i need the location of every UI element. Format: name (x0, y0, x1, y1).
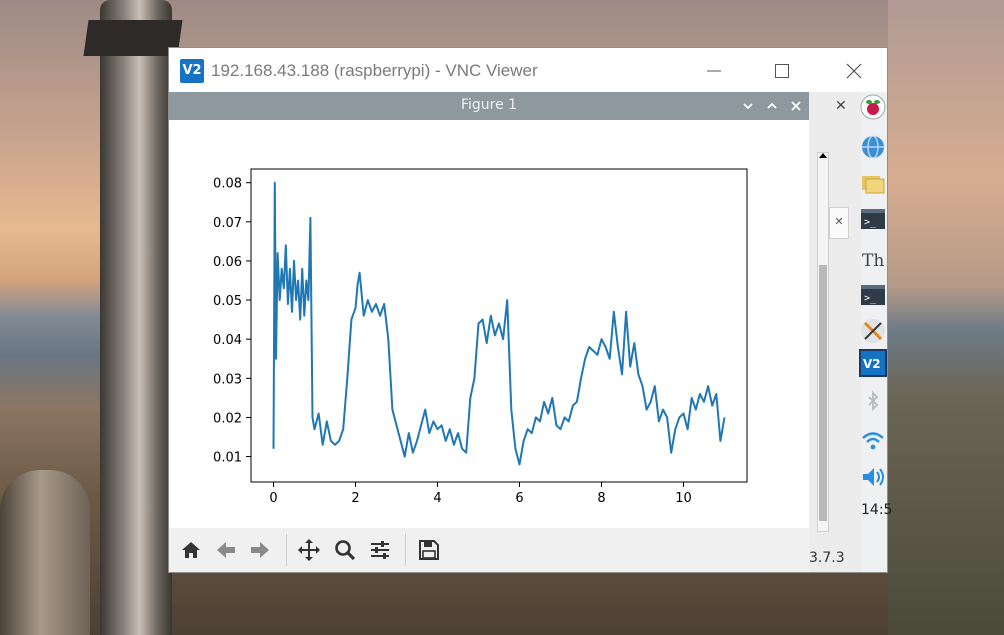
wifi-icon[interactable] (858, 426, 888, 456)
figure-title: Figure 1 (460, 97, 518, 113)
svg-text:Th: Th (862, 251, 884, 271)
x-tick-label: 2 (351, 491, 359, 506)
terminal-icon[interactable]: >_ (858, 204, 888, 234)
back-arrow-icon (217, 542, 235, 558)
vnc-viewer-window: V2 192.168.43.188 (raspberrypi) - VNC Vi… (168, 47, 892, 573)
bluetooth-icon[interactable] (858, 388, 888, 418)
scroll-up-icon[interactable] (818, 151, 828, 159)
figure-titlebar[interactable]: Figure 1 (169, 92, 809, 120)
toolbar-separator (405, 534, 406, 566)
svg-text:>_: >_ (864, 293, 877, 304)
matplotlib-figure-window: Figure 1 0 2 4 6 8 10 0.01 0.02 0.03 0.04 0.05 0.06… (169, 92, 809, 572)
home-icon (182, 542, 200, 558)
forward-button[interactable] (246, 536, 274, 564)
pan-icon (298, 539, 320, 561)
file-manager-icon[interactable] (858, 168, 888, 198)
background-tank (0, 470, 90, 635)
y-tick-label: 0.03 (213, 372, 242, 387)
volume-icon[interactable] (858, 462, 888, 492)
chevron-up-icon (767, 102, 777, 109)
y-tick-label: 0.01 (213, 451, 242, 466)
vertical-scrollbar[interactable] (817, 152, 829, 532)
clock-text: 14:5 (861, 502, 893, 518)
remote-right-strip: ✕ ✕ 3.7.3 >_ (809, 92, 892, 572)
figure-maximize-button[interactable] (763, 97, 781, 115)
y-tick-label: 0.02 (213, 411, 242, 426)
background-tower (100, 0, 172, 635)
terminal-icon[interactable]: >_ (858, 280, 888, 310)
maximize-button[interactable] (759, 56, 805, 86)
x-tick-label: 4 (433, 491, 441, 506)
save-button[interactable] (415, 536, 443, 564)
figure-close-button[interactable] (787, 97, 805, 115)
scrollbar-thumb[interactable] (819, 265, 827, 521)
thonny-icon[interactable]: Th (858, 244, 888, 274)
series-line (272, 181, 726, 466)
vnc-icon[interactable]: V2 (858, 348, 888, 378)
back-button[interactable] (212, 536, 240, 564)
figure-minimize-button[interactable] (739, 97, 757, 115)
x-tick-label: 0 (269, 491, 277, 506)
x-tick-label: 6 (515, 491, 523, 506)
vnc-logo-icon: V2 (180, 59, 204, 83)
zoom-icon (335, 540, 356, 561)
close-icon (791, 101, 801, 111)
zoom-button[interactable] (331, 536, 359, 564)
vnc-titlebar[interactable]: V2 192.168.43.188 (raspberrypi) - VNC Vi… (169, 48, 887, 92)
geany-icon[interactable] (858, 316, 888, 346)
version-text: 3.7.3 (809, 550, 845, 566)
close-button[interactable] (831, 56, 877, 86)
raspberry-pi-panel: >_ Th >_ V2 (858, 92, 892, 572)
y-tick-label: 0.08 (213, 177, 242, 192)
editor-close-button[interactable]: ✕ (835, 98, 847, 114)
configure-subplots-icon (371, 541, 389, 559)
y-tick-label: 0.04 (213, 333, 242, 348)
svg-text:V2: V2 (863, 357, 881, 371)
x-tick-label: 8 (597, 491, 605, 506)
minimize-button[interactable] (691, 56, 737, 86)
navigation-toolbar (169, 528, 809, 572)
chevron-down-icon (743, 103, 753, 110)
forward-arrow-icon (251, 542, 269, 558)
minimize-icon (707, 70, 721, 72)
y-tick-label: 0.07 (213, 216, 242, 231)
save-icon (419, 540, 439, 560)
web-browser-icon[interactable] (858, 132, 888, 162)
home-button[interactable] (177, 536, 205, 564)
maximize-icon (775, 64, 789, 78)
background-right (888, 0, 1004, 635)
vnc-window-title: 192.168.43.188 (raspberrypi) - VNC Viewe… (211, 61, 538, 80)
raspberry-menu-icon[interactable] (858, 92, 888, 122)
pan-button[interactable] (295, 536, 323, 564)
toolbar-separator (286, 534, 287, 566)
x-tick-label: 10 (675, 491, 692, 506)
remote-desktop[interactable]: Figure 1 0 2 4 6 8 10 0.01 0.02 0.03 0.04 0.05 0.06… (169, 92, 892, 572)
close-icon (846, 63, 862, 79)
tab-close-button[interactable]: ✕ (829, 207, 849, 239)
svg-text:>_: >_ (864, 217, 877, 228)
axes-frame (250, 168, 748, 483)
configure-subplots-button[interactable] (366, 536, 394, 564)
y-tick-label: 0.05 (213, 294, 242, 309)
line-plot[interactable]: 0 2 4 6 8 10 0.01 0.02 0.03 0.04 0.05 0.06 0.07 0.08 (169, 120, 809, 528)
y-tick-label: 0.06 (213, 255, 242, 270)
